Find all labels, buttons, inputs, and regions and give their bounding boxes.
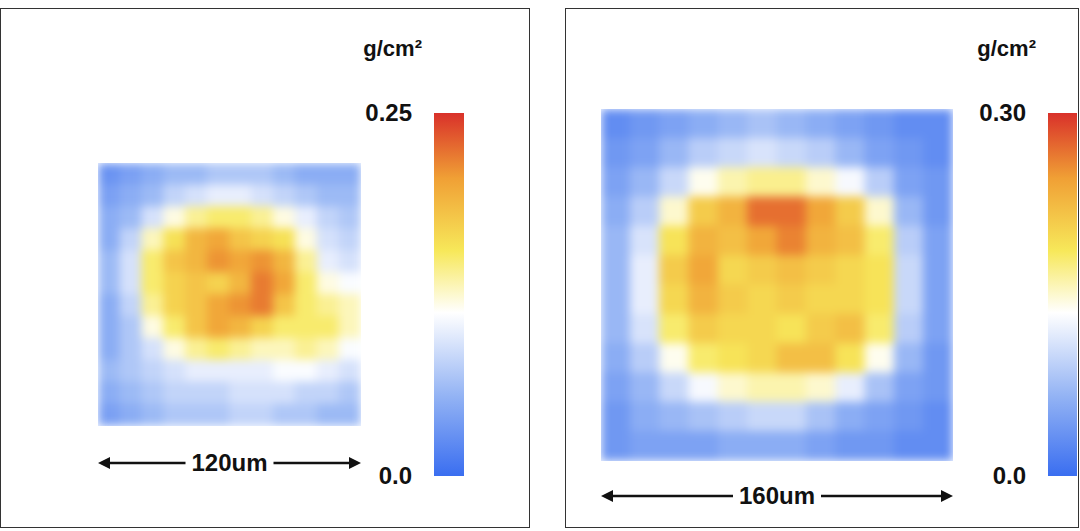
svg-text:0.25: 0.25 <box>365 99 412 126</box>
svg-text:g/cm²: g/cm² <box>977 36 1036 61</box>
svg-text:120um: 120um <box>191 449 267 476</box>
svg-text:0.0: 0.0 <box>993 462 1026 489</box>
svg-text:160um: 160um <box>739 482 815 509</box>
svg-text:g/cm²: g/cm² <box>363 36 422 61</box>
svg-text:0.0: 0.0 <box>379 462 412 489</box>
svg-text:0.30: 0.30 <box>979 99 1026 126</box>
